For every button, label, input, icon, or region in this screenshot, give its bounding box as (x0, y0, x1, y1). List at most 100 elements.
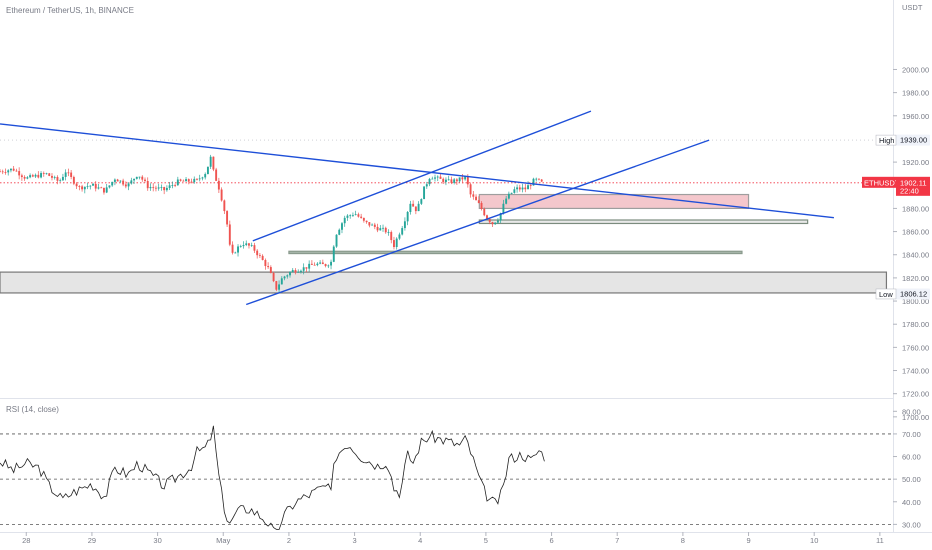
candle-body (250, 245, 253, 246)
rsi-tick-label: 80.00 (902, 407, 921, 416)
time-tick-label: 29 (88, 536, 96, 545)
candle-body (464, 176, 467, 180)
last-price-badge-text: 1902.11 (900, 178, 927, 187)
rsi-tick-label: 30.00 (902, 520, 921, 529)
candle-body (436, 176, 439, 178)
candle-body (242, 244, 245, 247)
channel-upper-trendline[interactable] (252, 110, 592, 242)
candle-body (332, 246, 335, 262)
pink-supply-zone[interactable] (478, 193, 750, 210)
candle-body (37, 174, 40, 178)
candle-body (248, 243, 250, 246)
candle-body (417, 203, 420, 212)
low-tag (875, 288, 897, 300)
candle-body (97, 187, 100, 189)
rsi-pane[interactable] (0, 425, 893, 530)
descending-resistance-trendline[interactable] (0, 123, 834, 219)
candle-body (398, 234, 401, 239)
price-tick-label: 1840.00 (902, 251, 929, 260)
candle-body (72, 176, 75, 184)
price-pane[interactable] (0, 110, 893, 306)
candle-body (382, 227, 384, 229)
candle-body (491, 222, 494, 225)
candle-body (217, 180, 220, 190)
candle-body (23, 176, 26, 179)
candle-body (291, 270, 294, 273)
candle-body (100, 187, 103, 189)
candle-body (444, 179, 447, 182)
candle-body (133, 178, 136, 181)
time-tick-label: 30 (153, 536, 161, 545)
candle-body (196, 178, 198, 180)
low-badge-text: 1806.12 (900, 289, 927, 298)
price-tick-label: 1820.00 (902, 274, 929, 283)
candle-body (149, 187, 152, 189)
high-badge-text: 1939.00 (900, 136, 927, 145)
candle-body (256, 250, 259, 256)
candle-body (4, 172, 7, 173)
candle-body (176, 179, 179, 186)
candle-body (466, 176, 469, 185)
rsi-tick-label: 50.00 (902, 475, 921, 484)
price-tick-label: 1860.00 (902, 228, 929, 237)
symbol-badge-text: ETHUSDT (864, 178, 900, 187)
price-tick-label: 1760.00 (902, 343, 929, 352)
price-tick-label: 1800.00 (902, 297, 929, 306)
candle-body (365, 220, 368, 223)
candle-body (34, 174, 37, 177)
rsi-tick-label: 40.00 (902, 498, 921, 507)
candle-body (146, 181, 149, 189)
candle-body (527, 185, 529, 190)
candle-body (267, 266, 270, 268)
candle-body (393, 240, 395, 248)
candle-body (152, 187, 155, 188)
candle-body (130, 180, 133, 184)
candle-body (245, 243, 248, 245)
time-tick-label: 11 (876, 536, 884, 545)
candle-body (299, 270, 302, 272)
support-zone[interactable] (0, 271, 888, 294)
candle-body (59, 180, 62, 182)
candle-body (272, 273, 275, 282)
candle-body (423, 186, 426, 200)
candle-body (234, 252, 237, 254)
candle-body (414, 206, 417, 212)
candle-body (215, 169, 218, 181)
candle-body (458, 177, 461, 182)
candle-body (81, 186, 84, 190)
gray-bar-2[interactable] (288, 250, 743, 255)
candle-body (289, 272, 291, 276)
candle-body (403, 221, 406, 229)
gray-bar-1[interactable] (478, 219, 809, 225)
candle-body (135, 176, 138, 179)
channel-lower-trendline[interactable] (245, 139, 710, 306)
candle-body (442, 178, 445, 182)
candle-body (20, 175, 23, 177)
candle-body (45, 173, 48, 175)
candle-body (507, 193, 510, 199)
candle-body (18, 171, 21, 176)
candle-body (29, 175, 32, 178)
candle-body (371, 224, 374, 226)
price-tick-label: 1740.00 (902, 367, 929, 376)
candle-body (185, 179, 187, 182)
candle-body (477, 200, 480, 203)
price-tick-label: 1720.00 (902, 390, 929, 399)
candle-body (138, 176, 141, 178)
candle-body (111, 181, 114, 186)
candle-body (412, 203, 415, 207)
candle-body (61, 176, 64, 181)
candle-body (535, 178, 538, 180)
candle-body (86, 186, 89, 188)
time-tick-label: 7 (615, 536, 619, 545)
candle-body (362, 217, 365, 221)
candle-body (453, 179, 456, 183)
candle-body (486, 215, 488, 219)
candle-body (335, 234, 338, 247)
candle-body (201, 177, 204, 179)
candle-body (283, 276, 286, 279)
rsi-title: RSI (14, close) (6, 405, 59, 414)
candle-body (384, 227, 387, 233)
